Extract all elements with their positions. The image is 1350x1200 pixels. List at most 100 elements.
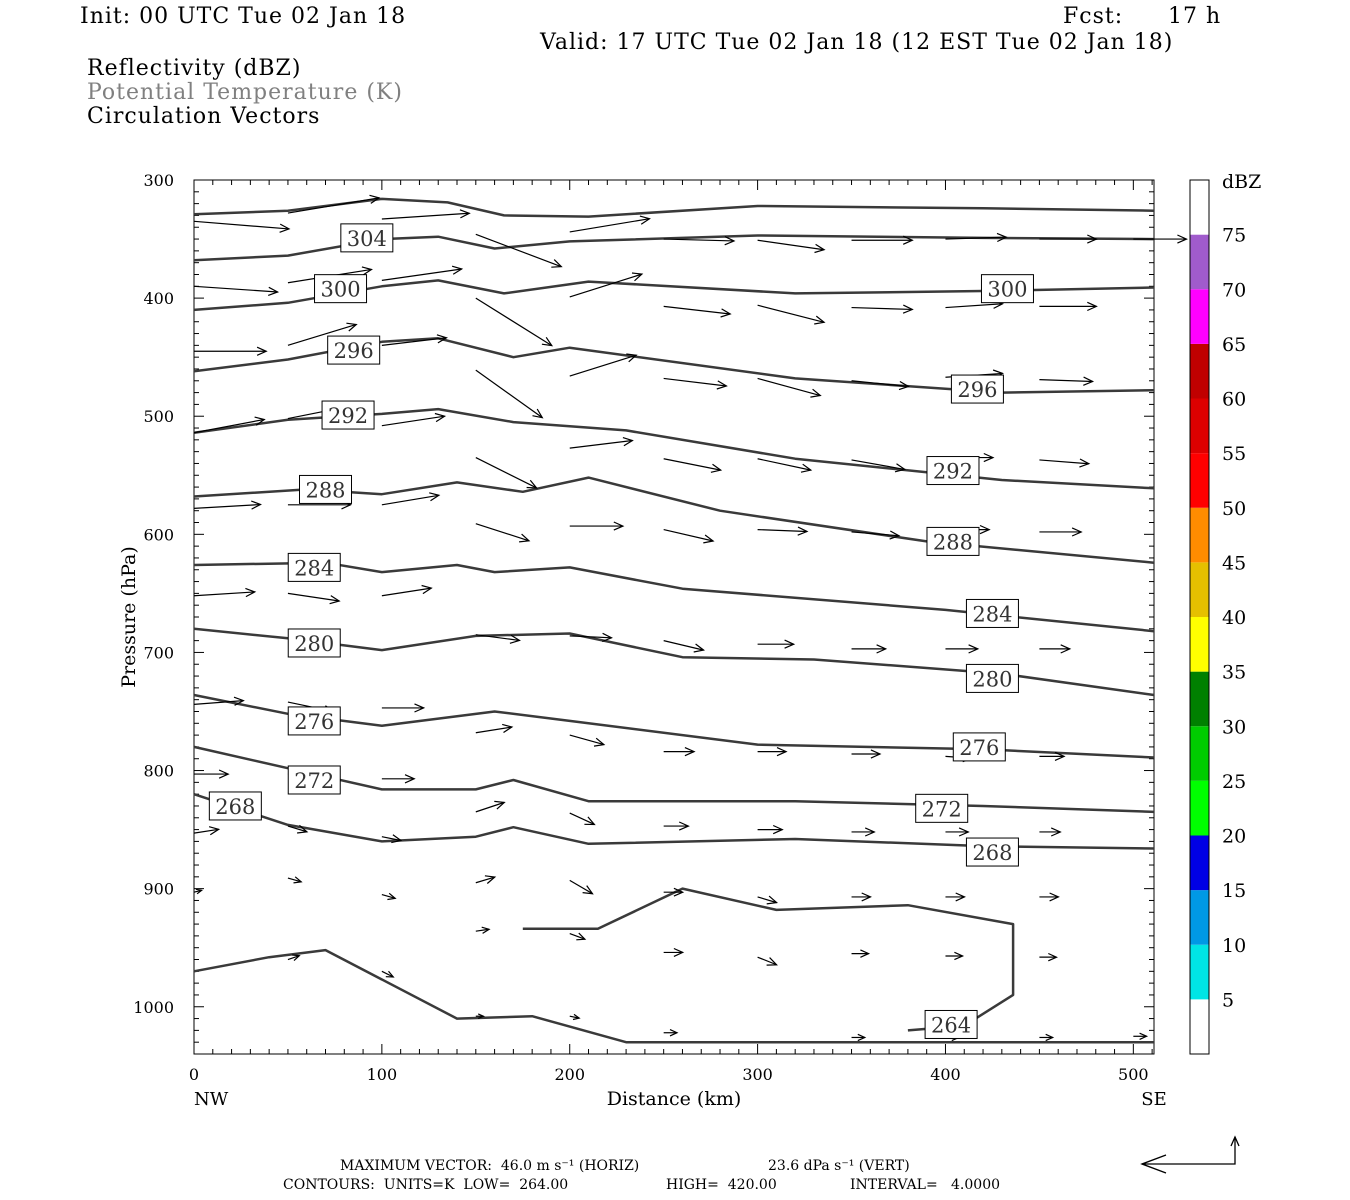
colorbar-segment (1190, 453, 1209, 508)
vector-arrowhead (387, 892, 397, 901)
contour-label-box (287, 765, 341, 795)
vector-arrowhead (256, 346, 268, 356)
circulation-vector (193, 503, 261, 509)
vector-arrowhead (703, 534, 715, 544)
vector-arrowhead (800, 463, 813, 473)
colorbar-level-label: 60 (1222, 389, 1246, 411)
contour-label-box (915, 793, 969, 823)
colorbar-segment (1190, 835, 1209, 891)
theta-contour-296 (193, 337, 1155, 394)
contour-label-box (299, 474, 353, 504)
circulation-vector (475, 523, 530, 542)
colorbar-level-label: 75 (1222, 225, 1246, 247)
vector-arrowhead (1049, 892, 1060, 902)
vector-arrowhead (814, 315, 826, 325)
contour-label: 276 (294, 710, 334, 734)
vector-arrowhead (814, 243, 826, 254)
vector-arrowhead (279, 223, 291, 233)
vector-arrowhead (784, 639, 796, 649)
vector-arrowhead (218, 769, 230, 779)
circulation-vector (945, 303, 1003, 309)
vector-arrowhead (622, 437, 634, 447)
forecast-hour: 17 h (1168, 4, 1222, 29)
vector-arrowhead (626, 353, 638, 363)
vector-arrowhead (1177, 234, 1188, 244)
colorbar-level-label: 65 (1222, 334, 1246, 356)
contour-label: 280 (972, 667, 1012, 691)
contour-label-box (321, 400, 375, 430)
contour-label: 296 (334, 339, 374, 363)
field-circulation-vectors: Circulation Vectors (87, 104, 321, 129)
vector-arrowhead (720, 308, 732, 318)
vector-arrowhead (958, 827, 970, 837)
vector-arrowhead (810, 388, 822, 398)
y-axis-title: Pressure (hPa) (118, 546, 140, 688)
vector-arrowhead (414, 703, 426, 713)
contour-label-box (314, 274, 368, 304)
circulation-vector (569, 1015, 580, 1019)
contour-label: 264 (931, 1013, 971, 1037)
circulation-vector (663, 458, 721, 471)
vector-arrowhead (509, 634, 521, 644)
colorbar-level-label: 10 (1222, 935, 1246, 957)
y-tick-label: 400 (143, 289, 174, 308)
vector-arrowhead (955, 892, 966, 902)
max-vector-vert: 23.6 dPa s⁻¹ (VERT) (768, 1158, 910, 1174)
circulation-vector (381, 212, 470, 220)
vector-arrowhead (532, 408, 544, 419)
vector-arrowhead (669, 1029, 679, 1037)
theta-contour-264 (193, 948, 1154, 1044)
circulation-vector (569, 354, 637, 377)
theta-contour-264 (522, 887, 1015, 1032)
y-tick-label: 500 (143, 407, 174, 426)
x-tick-label: 300 (742, 1065, 773, 1084)
colorbar-segment (1190, 180, 1209, 235)
vector-arrowhead (864, 827, 876, 837)
x-end-label-se: SE (1141, 1089, 1166, 1110)
circulation-vector (569, 879, 593, 895)
circulation-vector (569, 218, 650, 233)
vector-arrowhead (477, 1013, 485, 1020)
colorbar-level-label: 40 (1222, 607, 1246, 629)
vector-arrowhead (195, 888, 204, 895)
circulation-vector (193, 828, 219, 834)
vector-arrowhead (861, 892, 872, 902)
vector-arrowhead (710, 463, 723, 473)
vector-arrowhead (254, 416, 266, 426)
contour-label-box (340, 223, 394, 253)
vector-arrowhead (494, 800, 506, 810)
circulation-vector (287, 197, 380, 214)
vector-arrowhead (250, 500, 262, 510)
vector-arrowhead (889, 530, 901, 540)
x-tick-label: 500 (1118, 1065, 1149, 1084)
circulation-vector (851, 531, 900, 537)
x-tick-label: 0 (189, 1065, 199, 1084)
circulation-vector (381, 587, 432, 597)
circulation-vector (851, 459, 905, 471)
contour-label: 268 (215, 795, 255, 819)
colorbar-level-label: 50 (1222, 498, 1246, 520)
y-tick-label: 800 (143, 762, 174, 781)
circulation-vector (569, 439, 633, 449)
circulation-vector (663, 305, 731, 315)
vector-arrowhead (693, 643, 706, 653)
contour-label-box (327, 335, 381, 365)
circulation-vector (287, 877, 302, 883)
colorbar-level-label: 45 (1222, 552, 1246, 574)
contour-label-box (950, 374, 1004, 404)
circulation-vector (663, 377, 727, 387)
vector-arrowhead (1054, 751, 1066, 761)
circulation-vector (569, 635, 612, 639)
circulation-vector (475, 634, 520, 642)
vector-arrowhead (576, 932, 587, 941)
vector-arrowhead (391, 834, 403, 844)
vector-arrowhead (429, 492, 441, 502)
contours-high: HIGH= 420.00 (666, 1177, 777, 1193)
colorbar-segment (1190, 507, 1209, 563)
circulation-vector (475, 457, 537, 489)
vector-arrowhead (1045, 1033, 1055, 1042)
vector-arrowhead (421, 584, 433, 595)
colorbar-segment (1190, 289, 1209, 344)
vector-arrowhead (292, 954, 301, 962)
circulation-vector (287, 825, 308, 833)
